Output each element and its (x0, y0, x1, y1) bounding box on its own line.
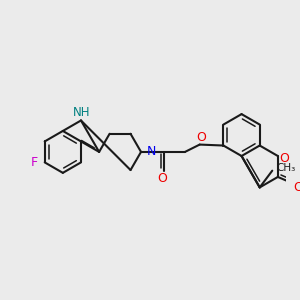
Text: F: F (31, 156, 38, 169)
Text: NH: NH (73, 106, 91, 119)
Text: O: O (157, 172, 167, 185)
Text: O: O (280, 152, 290, 165)
Text: N: N (147, 146, 156, 158)
Text: O: O (196, 131, 206, 144)
Text: CH₃: CH₃ (276, 163, 295, 173)
Text: O: O (293, 181, 300, 194)
